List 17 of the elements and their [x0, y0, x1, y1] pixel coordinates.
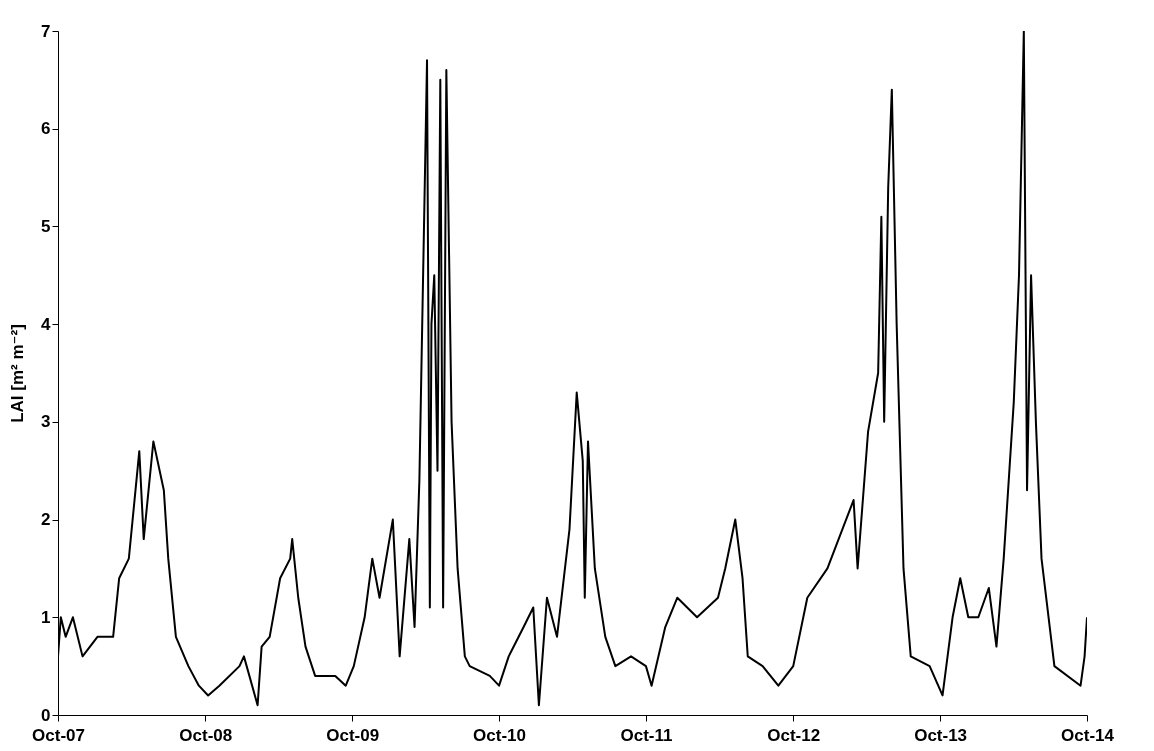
- x-tick-label: Oct-08: [179, 725, 233, 745]
- y-tick-label: 2: [41, 510, 51, 530]
- x-tick-label: Oct-13: [914, 725, 968, 745]
- y-axis-title: LAI [m² m⁻²]: [8, 324, 28, 423]
- x-tick-label: Oct-07: [32, 725, 85, 745]
- x-tick-label: Oct-09: [326, 725, 380, 745]
- x-tick-label: Oct-14: [1061, 725, 1115, 745]
- x-tick-label: Oct-10: [473, 725, 527, 745]
- y-tick-label: 4: [41, 314, 52, 334]
- y-tick-label: 3: [41, 412, 51, 432]
- y-tick-label: 7: [41, 21, 51, 41]
- x-tick-label: Oct-11: [620, 725, 673, 745]
- y-tick-label: 1: [41, 607, 51, 627]
- x-tick-label: Oct-12: [767, 725, 821, 745]
- y-tick-label: 0: [41, 705, 51, 725]
- y-tick-label: 5: [41, 216, 51, 236]
- y-tick-label: 6: [41, 119, 51, 139]
